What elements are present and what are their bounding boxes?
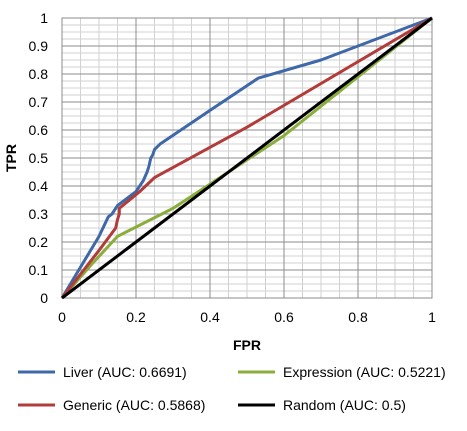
series-line-2 [60,16,433,299]
legend-label-1: Liver (AUC: 0.6691) [63,364,187,380]
y-tick-label: 0.9 [29,38,49,54]
ticks-layer: 0 0.2 0.4 0.6 0.8 1 0 0.1 0.2 0.3 0.4 0.5 0.6 0.7 0.8 0… [29,10,437,325]
series-layer [60,16,433,300]
series-line-3 [60,16,433,299]
y-tick-label: 0.5 [29,150,49,166]
x-axis-title: FPR [233,337,261,353]
plot-area-frame [61,17,433,299]
legend-label-2: Expression (AUC: 0.5221) [283,364,446,380]
legend: Liver (AUC: 0.6691) Expression (AUC: 0.52… [18,364,446,413]
y-tick-label: 1 [40,10,48,26]
y-tick-label: 0 [40,290,48,306]
y-tick-label: 0.4 [29,178,49,194]
legend-label-4: Random (AUC: 0.5) [283,397,406,413]
legend-label-3: Generic (AUC: 0.5868) [63,397,205,413]
series-line-1 [60,16,433,299]
x-tick-label: 0.4 [200,309,220,325]
x-tick-label: 0.6 [274,309,294,325]
x-tick-label: 0 [58,309,66,325]
x-tick-label: 0.2 [126,309,146,325]
y-tick-label: 0.1 [29,262,49,278]
y-tick-label: 0.6 [29,122,49,138]
series-line-4 [61,16,433,300]
y-tick-label: 0.7 [29,94,49,110]
x-tick-label: 1 [428,309,436,325]
grid-layer [61,17,433,299]
y-tick-label: 0.8 [29,66,49,82]
y-tick-label: 0.2 [29,234,49,250]
plot-border [61,17,433,299]
y-axis-title: TPR [3,144,19,172]
y-tick-label: 0.3 [29,206,49,222]
x-tick-label: 0.8 [348,309,368,325]
